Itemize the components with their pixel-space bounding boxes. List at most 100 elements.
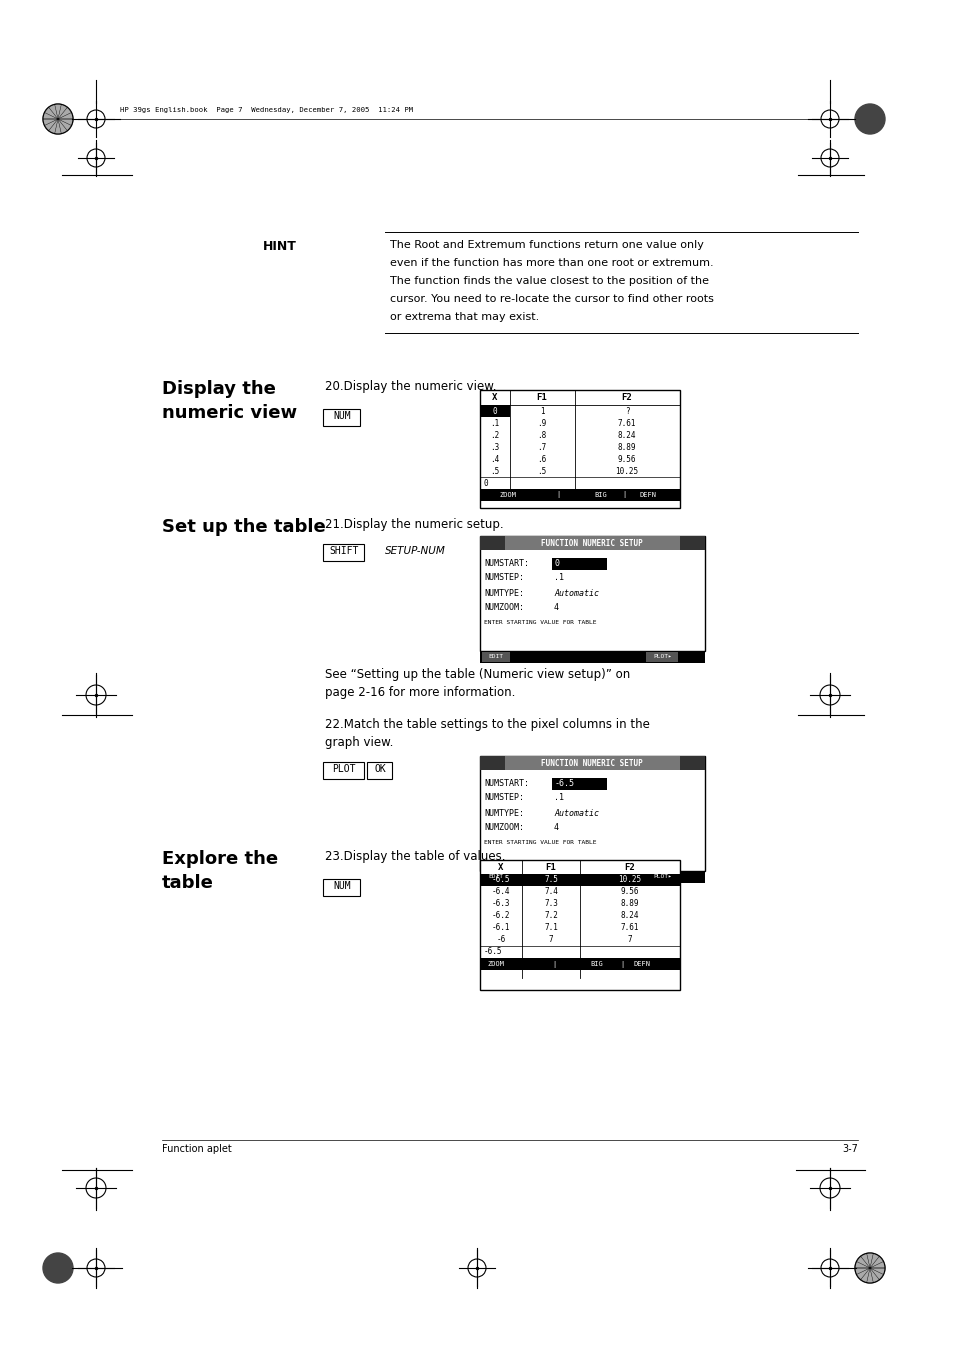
Text: NUMZOOM:: NUMZOOM: xyxy=(483,824,523,833)
Bar xyxy=(479,756,704,871)
Text: or extrema that may exist.: or extrema that may exist. xyxy=(390,312,538,323)
Text: F1: F1 xyxy=(545,863,556,872)
Text: 8.24: 8.24 xyxy=(620,911,639,921)
Text: FUNCTION NUMERIC SETUP: FUNCTION NUMERIC SETUP xyxy=(540,539,642,548)
Text: 7.5: 7.5 xyxy=(543,876,558,884)
Text: 0: 0 xyxy=(492,406,497,416)
Text: 7.2: 7.2 xyxy=(543,911,558,921)
FancyBboxPatch shape xyxy=(323,544,364,560)
Text: 20.Display the numeric view.: 20.Display the numeric view. xyxy=(325,379,496,393)
Text: .1: .1 xyxy=(554,794,563,802)
Bar xyxy=(482,652,510,662)
Bar xyxy=(679,756,704,770)
FancyBboxPatch shape xyxy=(323,761,364,779)
Text: NUMSTEP:: NUMSTEP: xyxy=(483,574,523,582)
Text: cursor. You need to re-locate the cursor to find other roots: cursor. You need to re-locate the cursor… xyxy=(390,294,713,304)
Text: -6.1: -6.1 xyxy=(491,923,510,933)
Text: Set up the table: Set up the table xyxy=(162,518,325,536)
Text: .4: .4 xyxy=(490,455,499,463)
Text: .3: .3 xyxy=(490,443,499,451)
Bar xyxy=(552,558,606,570)
Text: .7: .7 xyxy=(537,443,546,451)
Bar xyxy=(479,390,679,508)
Bar xyxy=(646,872,678,882)
Text: 7.3: 7.3 xyxy=(543,899,558,909)
Text: PLOT▸: PLOT▸ xyxy=(653,875,671,879)
Text: even if the function has more than one root or extremum.: even if the function has more than one r… xyxy=(390,258,713,269)
Text: ENTER STARTING VALUE FOR TABLE: ENTER STARTING VALUE FOR TABLE xyxy=(483,621,596,625)
Bar xyxy=(479,756,704,770)
Text: PLOT: PLOT xyxy=(332,764,355,774)
Text: .2: .2 xyxy=(490,431,499,440)
Text: 4: 4 xyxy=(554,603,558,613)
Bar xyxy=(479,651,704,663)
Text: NUM: NUM xyxy=(333,882,351,891)
Text: EDIT: EDIT xyxy=(488,875,503,879)
Circle shape xyxy=(43,1253,73,1282)
Text: page 2-16 for more information.: page 2-16 for more information. xyxy=(325,686,515,699)
FancyBboxPatch shape xyxy=(323,879,360,895)
Text: numeric view: numeric view xyxy=(162,404,296,423)
Text: HP 39gs English.book  Page 7  Wednesday, December 7, 2005  11:24 PM: HP 39gs English.book Page 7 Wednesday, D… xyxy=(120,107,413,113)
Text: ZOOM: ZOOM xyxy=(488,961,504,967)
Text: DEFN: DEFN xyxy=(639,491,657,498)
Text: SETUP-NUM: SETUP-NUM xyxy=(385,545,445,556)
Text: Automatic: Automatic xyxy=(554,809,598,818)
Bar xyxy=(479,536,704,651)
Text: EDIT: EDIT xyxy=(488,655,503,660)
Text: 23.Display the table of values.: 23.Display the table of values. xyxy=(325,850,505,863)
Text: -6.2: -6.2 xyxy=(491,911,510,921)
Text: |: | xyxy=(621,491,625,498)
Bar xyxy=(479,871,704,883)
Text: DEFN: DEFN xyxy=(634,961,650,967)
FancyBboxPatch shape xyxy=(323,409,360,425)
Text: 1: 1 xyxy=(539,406,544,416)
Text: 8.89: 8.89 xyxy=(618,443,636,451)
Text: NUMSTEP:: NUMSTEP: xyxy=(483,794,523,802)
Text: 0: 0 xyxy=(483,478,488,487)
Text: 7.61: 7.61 xyxy=(618,418,636,428)
Text: |: | xyxy=(556,491,559,498)
Text: -6.5: -6.5 xyxy=(491,876,510,884)
Text: ?: ? xyxy=(624,406,629,416)
Text: F2: F2 xyxy=(624,863,635,872)
Text: 10.25: 10.25 xyxy=(615,467,638,475)
Text: SHIFT: SHIFT xyxy=(329,545,358,556)
Text: -6.4: -6.4 xyxy=(491,887,510,896)
Text: 10.25: 10.25 xyxy=(618,876,640,884)
Circle shape xyxy=(43,104,73,134)
Text: .6: .6 xyxy=(537,455,546,463)
Text: 3-7: 3-7 xyxy=(841,1143,857,1154)
Bar xyxy=(479,756,504,770)
Text: 8.24: 8.24 xyxy=(618,431,636,440)
Text: 7.1: 7.1 xyxy=(543,923,558,933)
Text: .5: .5 xyxy=(490,467,499,475)
Text: -6.5: -6.5 xyxy=(555,779,575,787)
Text: PLOT▸: PLOT▸ xyxy=(653,655,671,660)
Bar xyxy=(479,873,679,886)
Bar xyxy=(552,778,606,790)
Text: X: X xyxy=(497,863,503,872)
Text: .1: .1 xyxy=(554,574,563,582)
Text: -6.5: -6.5 xyxy=(483,948,502,957)
Text: 7: 7 xyxy=(548,936,553,945)
Text: See “Setting up the table (Numeric view setup)” on: See “Setting up the table (Numeric view … xyxy=(325,668,630,680)
Text: NUMTYPE:: NUMTYPE: xyxy=(483,809,523,818)
Bar xyxy=(479,536,704,549)
Bar xyxy=(479,958,679,971)
Text: BIG: BIG xyxy=(594,491,606,498)
Text: table: table xyxy=(162,873,213,892)
Text: |: | xyxy=(552,960,556,968)
Text: Function aplet: Function aplet xyxy=(162,1143,232,1154)
Text: 7: 7 xyxy=(627,936,632,945)
Text: 21.Display the numeric setup.: 21.Display the numeric setup. xyxy=(325,518,503,531)
Text: Explore the: Explore the xyxy=(162,850,278,868)
Text: -6.3: -6.3 xyxy=(491,899,510,909)
Bar xyxy=(646,652,678,662)
Text: 7.61: 7.61 xyxy=(620,923,639,933)
Text: ZOOM: ZOOM xyxy=(499,491,517,498)
Text: .8: .8 xyxy=(537,431,546,440)
FancyBboxPatch shape xyxy=(367,761,392,779)
Text: Display the: Display the xyxy=(162,379,275,398)
Text: 8.89: 8.89 xyxy=(620,899,639,909)
